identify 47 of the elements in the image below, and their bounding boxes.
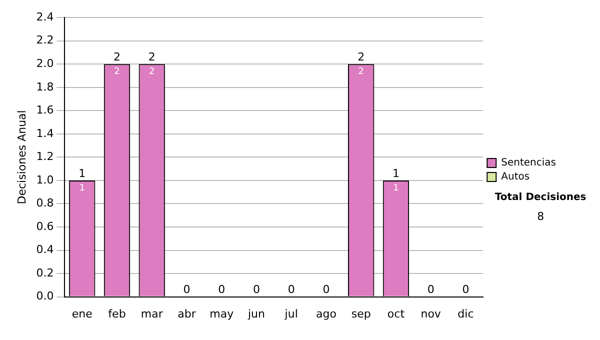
total-label: 0: [427, 283, 434, 296]
y-tick-label: 0.0: [36, 290, 54, 303]
x-tick-label: mar: [140, 307, 164, 320]
total-label: 1: [392, 166, 400, 180]
x-tick-label: jun: [246, 307, 266, 320]
total-label: 1: [78, 166, 86, 180]
y-tick-label: 1.4: [36, 126, 54, 140]
y-tick-label: 0.8: [36, 196, 54, 210]
y-tick-label: 0.4: [36, 243, 54, 256]
x-tick-label: ago: [316, 307, 337, 320]
total-label: 0: [288, 283, 295, 296]
legend-label: Autos: [501, 172, 530, 183]
total-label: 0: [218, 283, 226, 296]
x-tick-label: dic: [458, 307, 474, 320]
x-tick-label: ene: [72, 307, 93, 320]
text: Total Decisiones: [494, 192, 586, 203]
y-tick-label: 1.2: [36, 150, 54, 164]
x-tick-label: abr: [178, 307, 196, 320]
x-tick-label: sep: [351, 307, 371, 320]
data-label: 1: [79, 183, 85, 194]
y-tick-label: 0.2: [36, 266, 54, 280]
total-label: 2: [114, 50, 120, 64]
total-label: 2: [358, 50, 365, 64]
y-axis-title: Decisiones Anual: [15, 110, 28, 204]
y-tick-label: 2.4: [36, 10, 54, 24]
data-label: 2: [149, 66, 155, 77]
y-tick-label: 2.0: [36, 56, 54, 70]
data-label: 2: [358, 66, 364, 77]
total-label: 2: [148, 50, 156, 64]
legend-label: Sentencias: [501, 158, 556, 169]
total-label: 0: [462, 283, 470, 296]
data-label: 1: [393, 183, 399, 194]
y-tick-label: 2.2: [36, 34, 54, 47]
x-tick-label: oct: [387, 307, 406, 320]
x-tick-label: nov: [420, 307, 442, 320]
x-tick-label: jul: [284, 307, 298, 320]
y-tick-label: 1.0: [36, 173, 54, 186]
y-tick-label: 1.8: [36, 80, 54, 94]
x-tick-label: may: [210, 307, 234, 320]
text: 8: [537, 210, 544, 224]
x-tick-label: feb: [108, 307, 126, 320]
y-tick-label: 1.6: [36, 104, 54, 117]
total-label: 0: [322, 283, 330, 296]
total-label: 0: [183, 283, 190, 296]
total-label: 0: [252, 283, 260, 296]
y-tick-label: 0.6: [36, 220, 54, 233]
data-label: 2: [114, 66, 120, 77]
